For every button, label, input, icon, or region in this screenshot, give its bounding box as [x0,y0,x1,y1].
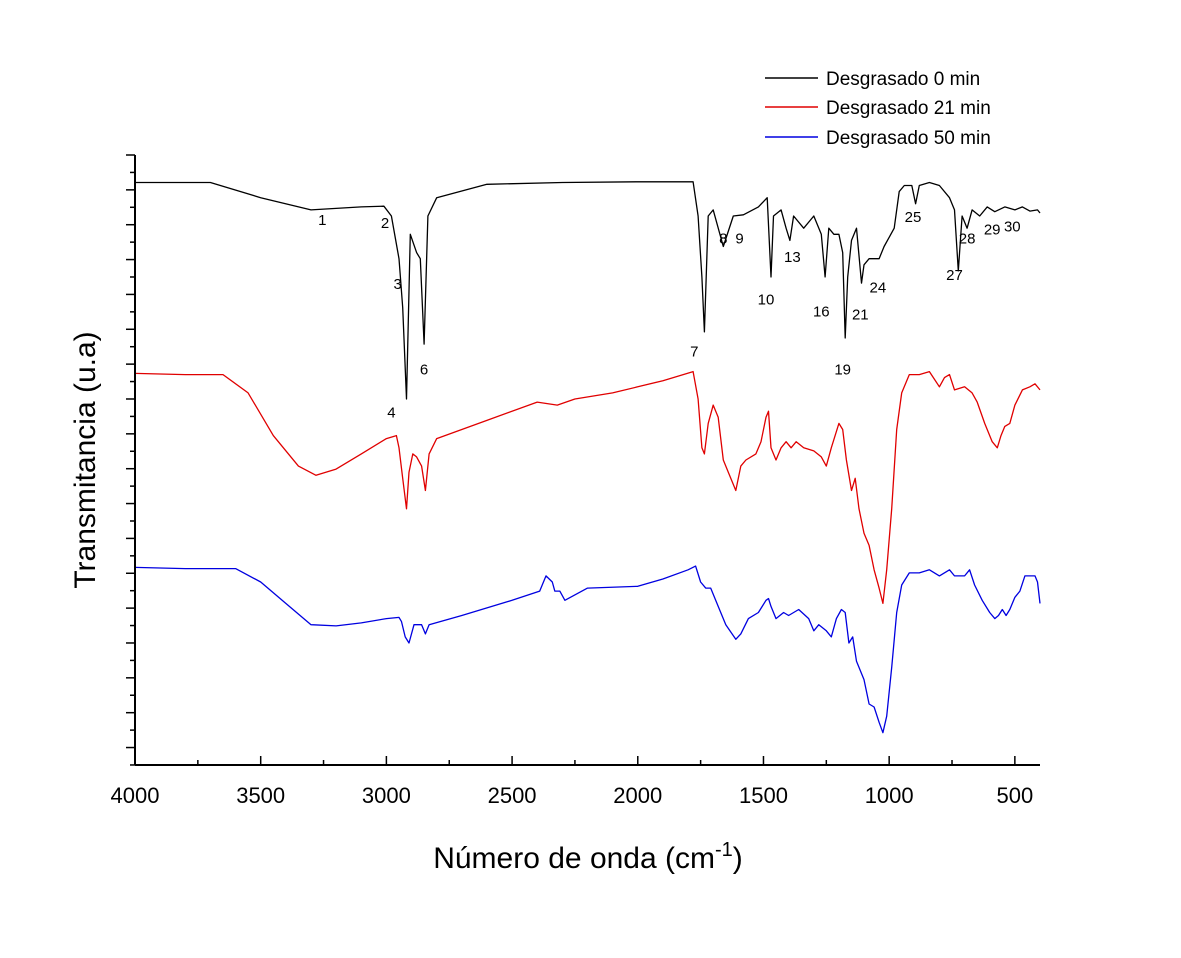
y-axis-ticks [126,154,135,766]
x-tick-label: 3000 [362,783,411,808]
peak-label-8: 8 [719,231,727,248]
peak-label-10: 10 [758,291,775,308]
peak-label-4: 4 [387,404,395,421]
peak-label-16: 16 [813,304,830,321]
legend-label-50min: Desgrasado 50 min [826,128,991,149]
x-tick-label: 1500 [739,783,788,808]
peak-label-25: 25 [905,209,922,226]
legend-label-0min: Desgrasado 0 min [826,69,980,90]
x-tick-label: 2500 [488,783,537,808]
series-line-0 [135,181,1041,400]
x-axis-title-superscript: -1 [715,839,733,861]
x-tick-label: 500 [997,783,1034,808]
peak-label-13: 13 [784,249,801,266]
peak-label-6: 6 [420,362,428,379]
peak-label-24: 24 [870,279,887,296]
x-axis-title: Número de onda (cm-1) [433,839,743,875]
peak-label-1: 1 [318,212,326,229]
series-lines [134,181,1041,734]
peak-label-2: 2 [381,215,389,232]
series-line-1 [134,370,1041,605]
x-tick-label: 2000 [613,783,662,808]
x-tick-label: 1000 [865,783,914,808]
series-line-2 [134,565,1041,734]
x-tick-label: 3500 [236,783,285,808]
legend: Desgrasado 0 min Desgrasado 21 min Desgr… [765,69,991,149]
peak-label-28: 28 [959,231,976,248]
x-tick-label: 4000 [111,783,160,808]
peak-label-19: 19 [834,362,851,379]
peak-label-30: 30 [1004,218,1021,235]
x-axis-ticks: 4000 3500 3000 2500 2000 1500 1000 500 [111,756,1034,808]
peak-label-29: 29 [984,221,1001,238]
peak-label-7: 7 [690,343,698,360]
legend-label-21min: Desgrasado 21 min [826,98,991,119]
peak-label-3: 3 [394,276,402,293]
peak-label-27: 27 [946,267,963,284]
peak-label-21: 21 [852,307,869,324]
peak-label-9: 9 [735,231,743,248]
y-axis-title: Transmitancia (u.a) [69,331,102,588]
